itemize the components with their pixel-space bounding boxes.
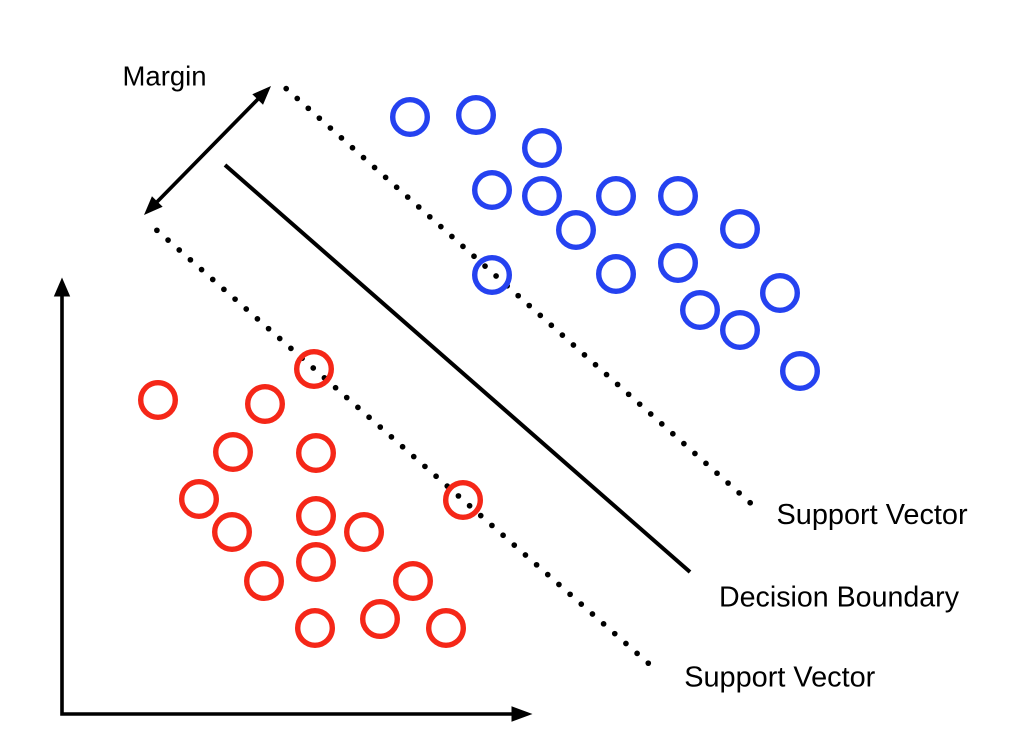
svg-text:Support Vector: Support Vector <box>684 662 875 694</box>
svg-text:Decision Boundary: Decision Boundary <box>719 582 960 614</box>
svg-text:Support Vector: Support Vector <box>777 499 968 531</box>
svg-text:Margin: Margin <box>123 60 207 91</box>
